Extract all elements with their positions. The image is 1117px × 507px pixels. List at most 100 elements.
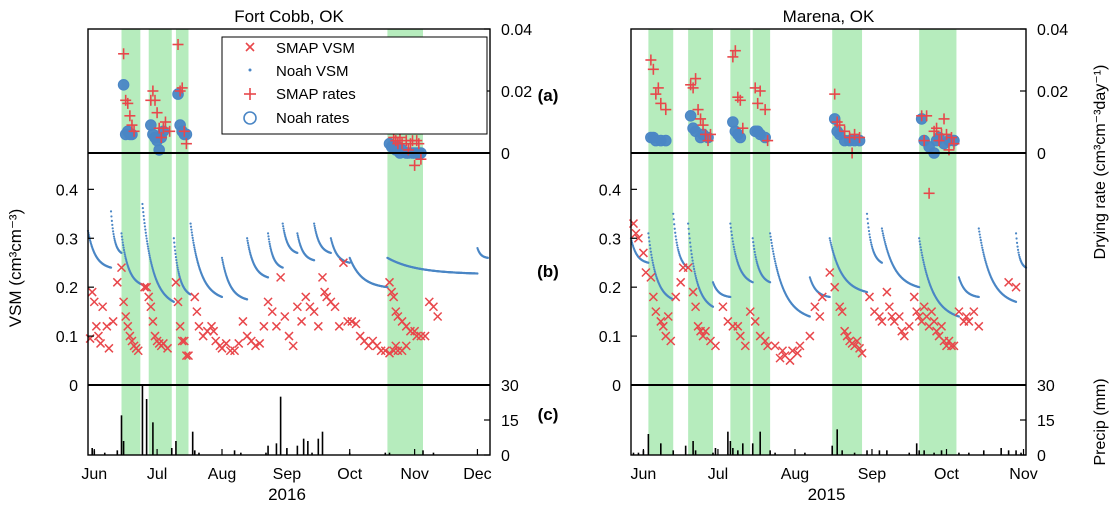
smap-rate-point (704, 128, 716, 140)
panel-label-b: (b) (537, 262, 559, 281)
smap-vsm-stroke (852, 336, 862, 346)
vsm-tick-label: 0.3 (599, 231, 621, 248)
smap-vsm-stroke (815, 311, 825, 322)
noah-vsm-point (652, 264, 655, 267)
smap-vsm-stroke (775, 353, 785, 363)
smap-vsm-stroke (123, 321, 133, 331)
smap-vsm-point (376, 346, 386, 356)
vsm-tick-label: 0.3 (56, 231, 78, 248)
dry-period-band (688, 29, 713, 455)
smap-vsm-stroke (330, 302, 340, 312)
smap-vsm-point (177, 336, 187, 346)
smap-rate-point (164, 125, 176, 137)
smap-vsm-stroke (842, 331, 852, 341)
smap-vsm-stroke (207, 321, 217, 331)
smap-vsm-stroke (263, 297, 273, 307)
noah-vsm-point (754, 256, 757, 259)
smap-vsm-stroke (102, 321, 112, 331)
noah-vsm-point (981, 246, 984, 249)
noah-vsm-point (753, 247, 756, 251)
noah-vsm-point (329, 237, 332, 240)
smap-rate-point (172, 39, 184, 50)
smap-rate-point (415, 153, 427, 165)
noah-vsm-point (918, 240, 921, 243)
smap-vsm-stroke (840, 326, 850, 336)
noah-vsm-point (148, 254, 151, 257)
noah-vsm-point (978, 233, 981, 236)
noah-vsm-point (177, 272, 180, 275)
legend-marker-noah-vsm (248, 68, 252, 72)
smap-rate-point (122, 97, 134, 109)
smap-vsm-stroke (656, 316, 666, 326)
smap-vsm-point (792, 348, 802, 358)
month-tick-label: Aug (208, 466, 236, 483)
smap-vsm-point (733, 321, 743, 331)
smap-vsm-point (433, 311, 443, 322)
noah-vsm-point (88, 235, 91, 238)
noah-vsm-point (144, 228, 147, 231)
legend-marker-noah-rates (243, 111, 257, 125)
smap-vsm-point (121, 311, 131, 322)
smap-vsm-stroke (246, 336, 256, 346)
smap-vsm-stroke (108, 316, 118, 326)
smap-rate-point (921, 110, 933, 122)
noah-vsm-point (142, 214, 145, 218)
smap-rate-point (692, 104, 704, 116)
noah-vsm-point (266, 276, 270, 279)
noah-vsm-point (711, 305, 715, 308)
smap-vsm-stroke (242, 331, 252, 341)
smap-vsm-stroke (830, 282, 840, 292)
noah-vsm-point (177, 270, 180, 273)
smap-vsm-point (207, 321, 217, 331)
smap-vsm-point (391, 307, 401, 317)
noah-vsm-point (733, 250, 736, 253)
noah-vsm-point (174, 252, 177, 255)
smap-vsm-stroke (778, 346, 788, 356)
noah-vsm-point (920, 248, 923, 252)
noah-vsm-point (121, 241, 124, 244)
noah-vsm-point (752, 241, 755, 244)
month-tick-label: Nov (1009, 466, 1037, 483)
noah-vsm-point (980, 244, 983, 247)
smap-vsm-point (380, 346, 390, 356)
noah-vsm-point (676, 246, 679, 249)
noah-vsm-point (756, 262, 759, 265)
smap-vsm-point (209, 326, 219, 336)
smap-vsm-stroke (927, 307, 937, 317)
noah-vsm-point (649, 247, 652, 250)
smap-rate-point (938, 113, 950, 125)
noah-vsm-point (923, 265, 926, 268)
smap-vsm-stroke (416, 331, 426, 341)
noah-vsm-point (918, 286, 921, 289)
smap-vsm-stroke (792, 348, 802, 358)
noah-vsm-point (1018, 255, 1021, 259)
smap-vsm-stroke (372, 341, 382, 351)
noah-vsm-point (693, 272, 697, 275)
noah-vsm-point (175, 258, 178, 262)
smap-vsm-point (108, 316, 118, 326)
noah-vsm-point (885, 246, 888, 249)
noah-vsm-point (313, 222, 316, 225)
smap-vsm-point (874, 311, 884, 322)
smap-vsm-stroke (250, 341, 261, 351)
smap-vsm-stroke (389, 292, 399, 302)
noah-vsm-point (867, 229, 871, 233)
smap-rate-point (829, 88, 841, 100)
noah-vsm-point (978, 230, 981, 233)
smap-vsm-point (144, 292, 154, 302)
smap-vsm-stroke (387, 287, 397, 297)
smap-vsm-point (666, 336, 676, 346)
noah-vsm-point (109, 266, 113, 269)
smap-vsm-stroke (763, 341, 773, 351)
smap-rate-point (655, 97, 667, 109)
noah-vsm-point (729, 222, 732, 225)
smap-vsm-stroke (119, 297, 129, 307)
noah-vsm-point (695, 280, 699, 283)
smap-vsm-stroke (96, 338, 106, 348)
smap-vsm-stroke (894, 311, 904, 322)
smap-vsm-stroke (850, 341, 860, 351)
noah-vsm-point (977, 227, 980, 230)
smap-vsm-stroke (671, 292, 681, 302)
noah-vsm-point (313, 259, 316, 262)
noah-vsm-point (124, 256, 127, 260)
